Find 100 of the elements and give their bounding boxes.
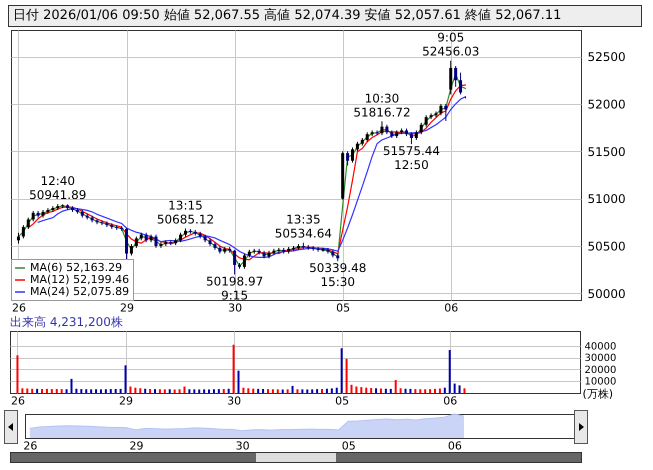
candlestick — [420, 122, 423, 135]
x-tick-label: 29 — [119, 394, 134, 408]
bar — [419, 389, 422, 393]
bar — [434, 388, 436, 393]
bar — [350, 384, 352, 393]
bar — [90, 389, 92, 393]
y-axis-title: (万株) — [582, 388, 614, 400]
bar — [400, 388, 402, 393]
bar — [46, 388, 48, 393]
bar — [222, 388, 225, 393]
legend-label: MA(12) 52,199.46 — [30, 273, 130, 286]
candlestick — [414, 130, 418, 140]
bar — [164, 389, 166, 393]
y-tick-label: 50500 — [588, 240, 626, 254]
bar — [100, 389, 102, 393]
x-tick-label: 30 — [228, 302, 242, 314]
bar — [228, 388, 230, 393]
candlestick — [233, 249, 236, 276]
bar — [296, 389, 298, 393]
bar — [104, 389, 107, 393]
bar — [454, 384, 456, 393]
bar — [384, 388, 387, 393]
bar — [336, 388, 338, 393]
annotation: 50198.97 9:15 — [206, 274, 264, 303]
bar — [394, 380, 397, 393]
bar — [154, 389, 156, 393]
bar — [120, 388, 122, 393]
bar — [212, 389, 215, 393]
bar — [346, 358, 348, 393]
x-tick-label: 06 — [448, 440, 462, 452]
y-tick-label: 51500 — [588, 144, 626, 159]
bar — [282, 389, 284, 393]
x-tick-label: 26 — [12, 302, 26, 314]
candlestick — [242, 253, 246, 270]
y-tick-label: 30000 — [584, 353, 616, 364]
bar — [75, 388, 78, 393]
x-tick-label: 05 — [342, 440, 356, 452]
candlestick — [32, 210, 35, 222]
bar — [144, 388, 146, 393]
bar — [85, 389, 88, 393]
bar — [70, 378, 72, 393]
y-tick-label: 10000 — [584, 376, 616, 388]
candlestick — [356, 141, 359, 152]
bar — [448, 350, 451, 393]
x-tick-label: 30 — [236, 440, 250, 452]
bar — [203, 389, 206, 393]
x-tick-label: 05 — [335, 394, 350, 408]
bar — [458, 385, 461, 393]
bar — [340, 348, 343, 393]
candlestick — [22, 224, 25, 239]
bar — [355, 386, 358, 393]
bar — [66, 389, 68, 393]
y-tick-label: 51000 — [588, 192, 626, 206]
chart-title: 日付 2026/01/06 09:50 始値 52,067.55 高値 52,074.39 安値 52,057.61 終値 52,067.11 — [8, 5, 642, 27]
x-tick-label: 06 — [444, 302, 458, 314]
candlestick — [26, 217, 30, 230]
y-tick-label: 52000 — [588, 97, 626, 112]
bar — [21, 388, 24, 393]
bar — [326, 388, 328, 393]
bar — [174, 389, 176, 393]
bar — [390, 388, 392, 393]
x-tick-label: 30 — [227, 394, 242, 408]
candlestick — [410, 132, 413, 145]
candlestick — [350, 146, 354, 164]
bar — [375, 388, 378, 393]
bar — [80, 389, 82, 393]
bar — [292, 386, 294, 393]
bar — [330, 388, 333, 393]
bar — [276, 389, 279, 393]
candlestick — [449, 60, 452, 95]
x-tick-label: 29 — [129, 440, 144, 452]
candlestick — [366, 132, 369, 142]
bar — [370, 388, 372, 393]
candlestick — [154, 234, 158, 248]
bar — [424, 389, 426, 393]
candlestick — [439, 103, 442, 116]
bar — [438, 388, 441, 393]
bar — [168, 389, 171, 393]
bar — [242, 388, 244, 393]
bar — [232, 344, 235, 393]
bar — [188, 389, 190, 393]
bar — [266, 389, 269, 393]
bar — [247, 388, 250, 393]
bar — [286, 389, 289, 393]
bar — [218, 389, 220, 393]
bar — [178, 389, 181, 393]
y-tick-label: 50000 — [588, 286, 626, 301]
candlestick — [16, 232, 20, 244]
bar — [257, 388, 260, 393]
bar — [208, 389, 210, 393]
bar — [158, 389, 161, 393]
bar — [316, 389, 318, 393]
bar — [360, 387, 362, 393]
bar — [36, 388, 38, 393]
bar — [31, 388, 34, 393]
candlestick — [424, 114, 428, 128]
legend-label: MA(24) 52,075.89 — [30, 285, 130, 298]
candlestick — [444, 103, 448, 122]
bar — [306, 389, 308, 393]
annotation: 9:05 52456.03 — [422, 30, 480, 59]
